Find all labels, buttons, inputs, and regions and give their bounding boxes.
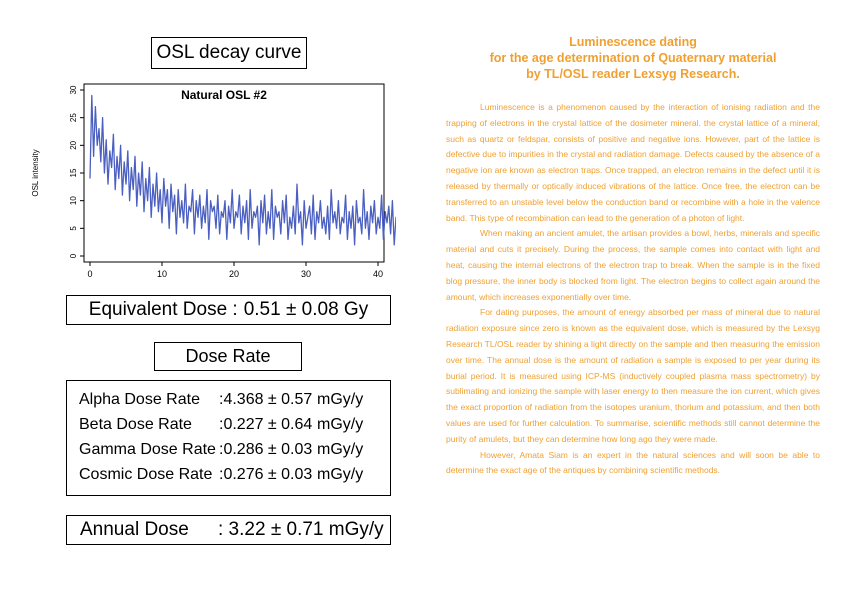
dose-rate-name: Alpha Dose Rate: [79, 390, 200, 408]
equivalent-dose-box: Equivalent Dose : 0.51 ± 0.08 Gy: [66, 295, 391, 325]
dose-rate-name: Gamma Dose Rate: [79, 440, 216, 458]
article-paragraph: When making an ancient amulet, the artis…: [446, 228, 820, 302]
dose-rates-box: Alpha Dose Rate :4.368 ± 0.57 mGy/y Beta…: [66, 380, 391, 496]
article-title: Luminescence dating for the age determin…: [446, 34, 820, 82]
y-tick-label: 5: [69, 226, 78, 231]
dose-rate-title: Dose Rate: [154, 342, 302, 371]
dose-rate-row-beta: Beta Dose Rate :0.227 ± 0.64 mGy/y: [79, 412, 390, 437]
x-tick-label: 20: [229, 269, 239, 279]
dose-rate-unit: mGy/y: [317, 465, 364, 483]
annual-dose-value: : 3.22 ± 0.71 mGy/y: [218, 519, 384, 540]
x-tick-label: 40: [373, 269, 383, 279]
y-tick-label: 15: [69, 168, 78, 177]
dose-rate-row-cosmic: Cosmic Dose Rate :0.276 ± 0.03 mGy/y: [79, 462, 390, 487]
article-paragraph: However, Amata Siam is an expert in the …: [446, 449, 820, 476]
osl-series-line: [89, 94, 449, 246]
article: Luminescence dating for the age determin…: [446, 34, 820, 479]
dose-rate-name: Cosmic Dose Rate: [79, 465, 213, 483]
osl-decay-chart: Natural OSL #2 OSL intensity 0 5 10 15 20 25 30 0…: [24, 76, 449, 294]
dose-rate-name: Beta Dose Rate: [79, 415, 192, 433]
article-title-line: Luminescence dating: [569, 35, 697, 49]
annual-dose-box: Annual Dose : 3.22 ± 0.71 mGy/y: [66, 515, 391, 545]
x-tick-label: 30: [301, 269, 311, 279]
article-title-line: by TL/OSL reader Lexsyg Research.: [526, 67, 740, 81]
y-tick-label: 25: [69, 113, 78, 122]
article-paragraph: Luminescence is a phenomenon caused by t…: [446, 102, 820, 223]
dose-rate-unit: mGy/y: [317, 415, 364, 433]
y-axis-label: OSL intensity: [31, 149, 40, 196]
dose-rate-value: :0.227 ± 0.64: [219, 415, 313, 433]
dose-rate-value: :4.368 ± 0.57: [219, 390, 313, 408]
y-tick-label: 20: [69, 140, 78, 149]
chart-svg: Natural OSL #2 OSL intensity 0 5 10 15 20 25 30 0…: [31, 83, 449, 279]
dose-rate-unit: mGy/y: [317, 390, 364, 408]
dose-rate-unit: mGy/y: [317, 440, 364, 458]
equivalent-dose-value: 0.51 ± 0.08 Gy: [243, 299, 369, 320]
y-tick-label: 30: [69, 85, 78, 94]
y-tick-label: 0: [69, 253, 78, 258]
dose-rate-value: :0.286 ± 0.03: [219, 440, 313, 458]
x-tick-label: 0: [87, 269, 92, 279]
annual-dose-label: Annual Dose: [80, 519, 189, 540]
dose-rate-row-alpha: Alpha Dose Rate :4.368 ± 0.57 mGy/y: [79, 387, 390, 412]
y-tick-label: 10: [69, 196, 78, 205]
dose-rate-value: :0.276 ± 0.03: [219, 465, 313, 483]
dose-rate-row-gamma: Gamma Dose Rate :0.286 ± 0.03 mGy/y: [79, 437, 390, 462]
osl-curve-title: OSL decay curve: [151, 37, 307, 69]
x-tick-label: 10: [157, 269, 167, 279]
article-title-line: for the age determination of Quaternary …: [489, 51, 777, 65]
chart-title: Natural OSL #2: [181, 88, 267, 102]
equivalent-dose-label: Equivalent Dose :: [88, 299, 238, 320]
article-paragraph: For dating purposes, the amount of energ…: [446, 307, 820, 444]
